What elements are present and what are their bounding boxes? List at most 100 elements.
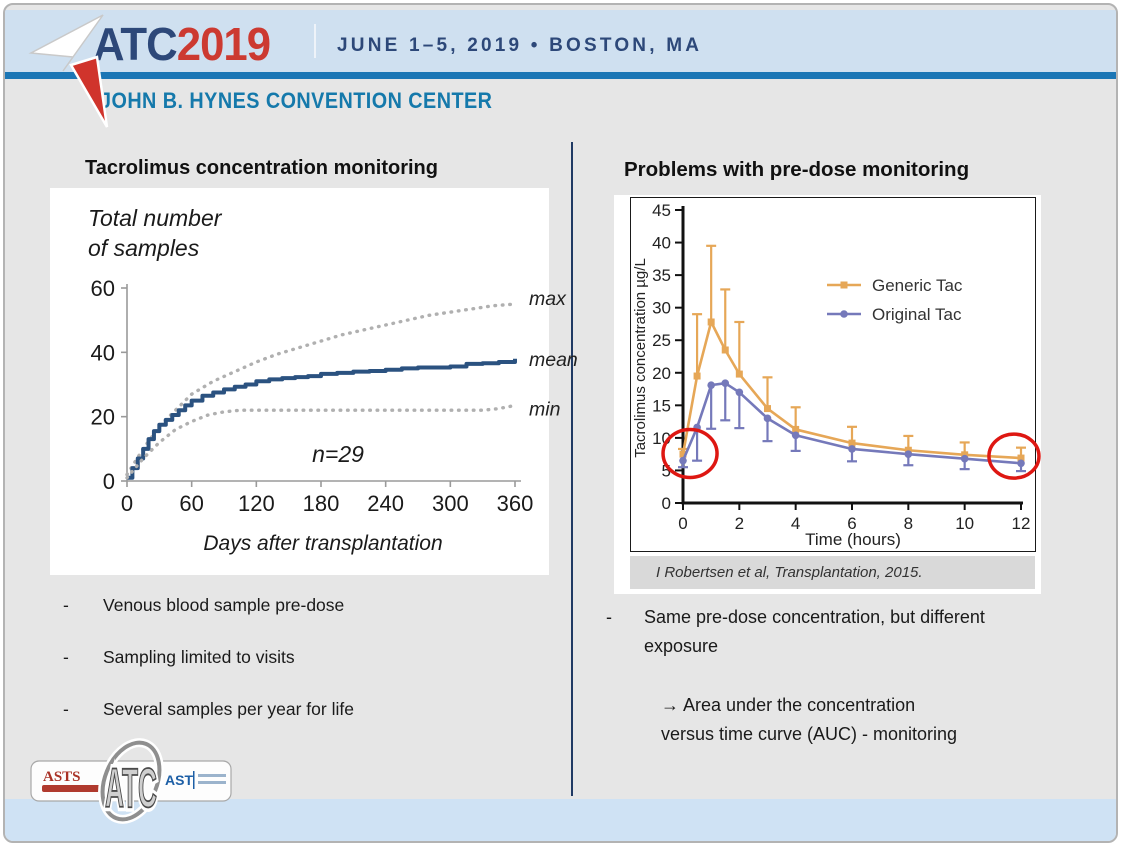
y-tick-label: 45 <box>652 201 671 220</box>
marker-square <box>764 405 771 413</box>
marker-circle <box>848 445 856 453</box>
y-tick-label: 30 <box>652 299 671 318</box>
bullet-text: Venous blood sample pre-dose <box>103 595 345 615</box>
legend-marker <box>840 310 848 318</box>
x-tick-label: 240 <box>367 491 404 516</box>
x-tick-label: 0 <box>678 514 687 533</box>
bullet-text: Same pre-dose concentration, but differe… <box>644 607 985 656</box>
series-min <box>125 403 517 480</box>
n-annotation: n=29 <box>312 441 364 467</box>
marker-circle <box>679 456 687 465</box>
asts-sub-banner <box>42 785 104 792</box>
marker-square <box>904 446 912 454</box>
right-chart-panel: 0 5 10 15 20 25 30 35 40 45 0 2 4 6 8 10 12 Tacrolimus co… <box>614 195 1041 594</box>
slide-background: ATC2019 JUNE 1–5, 2019 • BOSTON, MA JOHN… <box>3 3 1118 843</box>
arrow-note-line1: → Area under the concentration <box>661 695 916 715</box>
list-item: - Same pre-dose concentration, but diffe… <box>606 603 1006 661</box>
right-section-title: Problems with pre-dose monitoring <box>624 158 970 181</box>
bullet-text: Several samples per year for life <box>103 699 354 719</box>
left-section-title: Tacrolimus concentration monitoring <box>85 157 438 179</box>
bullet-dash: - <box>63 647 69 667</box>
x-tick-label: 300 <box>432 491 469 516</box>
y-tick-label: 20 <box>91 405 115 430</box>
x-tick-label: 180 <box>303 491 340 516</box>
legend-label: Generic Tac <box>872 276 963 295</box>
chart1-ylabel-heading: Total number of samples <box>88 203 221 263</box>
ast-sub-line1 <box>198 774 226 777</box>
marker-square <box>721 346 729 354</box>
atc-emblem-halo: ATC <box>105 756 157 819</box>
x-axis-title: Time (hours) <box>805 530 901 549</box>
y-tick-label: 15 <box>652 396 671 415</box>
ast-divider <box>193 771 195 789</box>
y-tick-label: 25 <box>652 331 671 350</box>
marker-circle <box>735 388 744 397</box>
legend: Generic Tac Original Tac <box>827 276 963 324</box>
marker-square <box>848 439 856 447</box>
atc-swoosh <box>100 740 162 822</box>
marker-square <box>679 450 687 458</box>
marker-square <box>961 451 969 459</box>
conference-date-location: JUNE 1–5, 2019 • BOSTON, MA <box>337 35 703 56</box>
right-bullet-list: - Same pre-dose concentration, but diffe… <box>606 603 1006 661</box>
red-highlight-circle <box>987 432 1041 480</box>
x-tick-label: 8 <box>904 514 913 533</box>
y-tick-label: 35 <box>652 266 671 285</box>
series-original-tac <box>678 379 1026 473</box>
asts-logo-text: ASTS <box>43 769 81 785</box>
bullet-dash: - <box>63 595 69 615</box>
logo-atc-text: ATC <box>93 18 178 70</box>
bullet-dash: - <box>606 607 612 627</box>
samples-line-chart: 0 20 40 60 0 60 120 180 240 300 360 max mean min n=29 D… <box>91 276 578 555</box>
logo-separator <box>314 24 316 58</box>
bullet-text: Sampling limited to visits <box>103 647 295 667</box>
x-tick-label: 2 <box>735 514 744 533</box>
marker-circle <box>960 454 969 463</box>
list-item: - Several samples per year for life <box>63 699 553 720</box>
y-tick-label: 5 <box>662 461 671 480</box>
bullet-dash: - <box>63 699 69 719</box>
y-tick-label: 20 <box>652 364 671 383</box>
venue-name: JOHN B. HYNES CONVENTION CENTER <box>100 88 493 113</box>
marker-circle <box>791 431 800 440</box>
conference-logo: ATC2019 <box>93 17 271 71</box>
logo-year-text: 2019 <box>176 18 271 70</box>
y-tick-label: 40 <box>652 234 671 253</box>
series-mean <box>127 358 517 480</box>
red-highlight-circle <box>661 427 719 480</box>
marker-circle <box>721 379 730 387</box>
marker-square <box>707 318 715 326</box>
chart1-heading-line2: of samples <box>88 235 200 261</box>
series-label-mean: mean <box>529 349 578 371</box>
marker-circle <box>707 381 715 389</box>
x-axis-title: Days after transplantation <box>203 532 442 555</box>
atc-societies-logo: ASTS ATC ATC AST <box>30 738 232 824</box>
list-item: - Venous blood sample pre-dose <box>63 595 553 616</box>
left-chart-panel: Total number of samples 0 20 40 60 0 60 120 180… <box>50 188 578 575</box>
y-tick-label: 0 <box>662 494 671 513</box>
header-band <box>5 10 1116 72</box>
marker-circle <box>763 414 772 423</box>
x-tick-label: 4 <box>791 514 800 533</box>
x-tick-label: 12 <box>1012 514 1031 533</box>
ast-logo-text: AST <box>165 772 193 788</box>
marker-square <box>693 372 701 380</box>
marker-circle <box>1017 459 1025 468</box>
marker-square <box>792 425 800 433</box>
x-tick-label: 60 <box>179 491 203 516</box>
left-bullet-list: - Venous blood sample pre-dose - Samplin… <box>63 595 553 751</box>
series-label-max: max <box>529 288 567 310</box>
marker-square <box>1017 454 1025 462</box>
series-label-min: min <box>529 398 560 420</box>
arrow-note-line2: versus time curve (AUC) - monitoring <box>661 724 958 744</box>
auc-arrow-note: → Area under the concentration versus ti… <box>661 691 1051 749</box>
y-axis-title: Tacrolimus concentration µg/L <box>632 258 649 458</box>
x-tick-label: 6 <box>847 514 856 533</box>
legend-label: Original Tac <box>872 305 962 324</box>
chart1-heading-line1: Total number <box>88 205 222 231</box>
y-tick-label: 40 <box>91 340 115 365</box>
x-tick-label: 0 <box>121 491 133 516</box>
y-tick-label: 0 <box>103 469 115 494</box>
